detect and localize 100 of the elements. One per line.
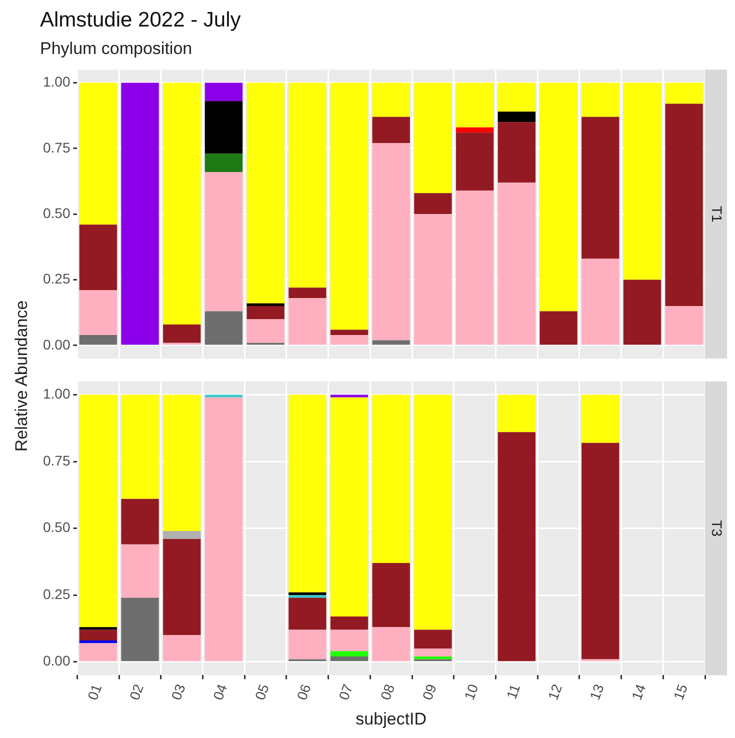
x-tick-label: 10 <box>460 682 482 702</box>
bar <box>330 651 368 657</box>
bar <box>582 82 620 117</box>
bar <box>330 397 368 616</box>
bar <box>163 394 201 531</box>
bar <box>246 319 284 343</box>
bar <box>456 190 494 345</box>
bar <box>498 182 536 345</box>
x-tick-label: 05 <box>252 682 272 702</box>
x-axis-title: subjectID <box>356 709 427 728</box>
bar <box>582 258 620 345</box>
bar <box>372 394 410 564</box>
bar <box>414 82 452 194</box>
x-tick-label: 06 <box>294 682 314 702</box>
bar <box>246 82 284 304</box>
bar <box>204 101 243 154</box>
chart-subtitle: Phylum composition <box>40 39 192 58</box>
bar <box>121 498 159 544</box>
bar <box>288 298 326 345</box>
bar <box>121 598 159 662</box>
bar <box>372 82 410 117</box>
bar <box>204 82 243 102</box>
y-tick-label: 0.50 <box>43 204 70 221</box>
bar <box>372 340 410 345</box>
y-tick-label: 0.25 <box>43 270 70 287</box>
bar <box>79 394 118 628</box>
bar <box>498 432 536 662</box>
y-tick-label: 0.00 <box>43 652 70 669</box>
bar <box>330 656 368 662</box>
x-tick-label: 13 <box>586 682 607 702</box>
bar <box>456 127 494 133</box>
bar <box>330 334 368 345</box>
bar <box>330 82 368 330</box>
y-tick-label: 0.75 <box>43 452 70 468</box>
y-tick-label: 0.75 <box>43 139 70 156</box>
bar <box>330 616 368 630</box>
bar <box>163 324 201 343</box>
bar <box>288 630 326 660</box>
bar <box>456 132 494 190</box>
bar <box>582 116 620 259</box>
chart-title: Almstudie 2022 - July <box>40 8 242 32</box>
bar <box>79 627 118 630</box>
bar <box>414 394 452 630</box>
bar <box>330 330 368 335</box>
bar <box>79 82 118 225</box>
bar <box>414 648 452 657</box>
x-tick-label: 09 <box>419 682 440 702</box>
bar <box>414 193 452 214</box>
bar <box>665 104 703 306</box>
bar <box>330 630 368 652</box>
y-tick-label: 1.00 <box>43 386 70 402</box>
x-tick-label: 03 <box>168 682 188 702</box>
bar <box>163 530 201 539</box>
x-tick-label: 01 <box>84 682 105 702</box>
bar <box>163 635 201 662</box>
bar <box>121 544 159 598</box>
bar <box>121 394 159 499</box>
x-tick-label: 12 <box>544 682 566 702</box>
bar <box>414 630 452 649</box>
bar <box>414 214 452 345</box>
x-tick-label: 02 <box>126 682 147 702</box>
bar <box>79 290 118 335</box>
x-tick-label: 15 <box>670 682 691 702</box>
bar <box>79 224 118 290</box>
x-tick-label: 04 <box>210 682 230 702</box>
bar <box>79 630 118 640</box>
bar <box>79 334 118 345</box>
bar <box>414 656 452 660</box>
bar <box>288 598 326 630</box>
x-tick-label: 11 <box>503 682 524 702</box>
bar <box>498 112 536 122</box>
y-tick-label: 1.00 <box>43 74 70 90</box>
x-tick-label: 14 <box>628 682 649 702</box>
bar <box>204 154 243 172</box>
bar <box>540 311 578 345</box>
bar <box>330 394 368 398</box>
bar <box>204 311 243 345</box>
y-tick-label: 0.50 <box>43 519 70 536</box>
bar <box>288 394 326 592</box>
bar <box>121 82 159 345</box>
bar <box>163 82 201 324</box>
bar <box>288 82 326 288</box>
y2-axis-title: T1 <box>709 206 726 222</box>
bar <box>246 303 284 306</box>
bar <box>498 82 536 112</box>
bar <box>204 397 243 662</box>
bar <box>288 595 326 598</box>
bar <box>665 306 703 345</box>
bar <box>540 82 578 312</box>
bar <box>204 394 243 398</box>
bar <box>79 643 118 662</box>
bar <box>246 306 284 320</box>
bar <box>623 82 662 280</box>
bar <box>665 82 703 104</box>
bar <box>456 82 494 128</box>
bar <box>498 394 536 432</box>
bar <box>498 122 536 183</box>
bar <box>582 394 620 443</box>
bar <box>372 563 410 628</box>
bar <box>582 442 620 660</box>
